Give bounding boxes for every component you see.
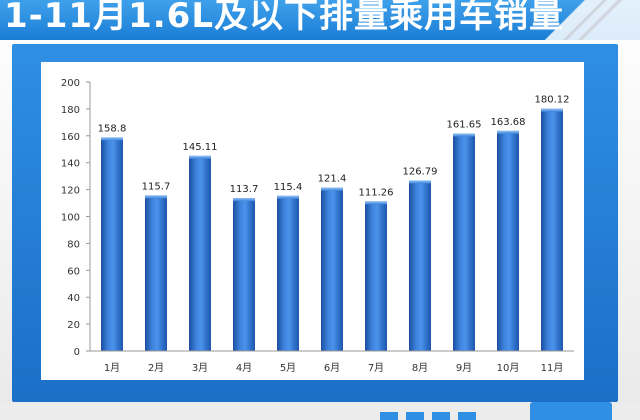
bar-value-label: 180.12 (535, 95, 570, 106)
y-tick-label: 40 (67, 293, 80, 304)
y-tick-label: 80 (67, 239, 80, 250)
bar-value-label: 145.11 (183, 142, 218, 153)
y-tick-label: 0 (74, 347, 80, 358)
y-tick-label: 200 (61, 78, 80, 89)
bar-value-label: 126.79 (403, 166, 438, 177)
x-tick-label: 6月 (324, 362, 340, 374)
bar (365, 201, 387, 351)
bar-value-label: 115.7 (142, 181, 171, 192)
bar (189, 155, 211, 351)
x-tick-label: 3月 (192, 362, 208, 374)
y-tick-label: 60 (67, 266, 80, 277)
x-tick-label: 5月 (280, 362, 296, 374)
x-tick-label: 9月 (456, 362, 472, 374)
bar-cap (321, 187, 343, 191)
bar-cap (365, 201, 387, 205)
bar-value-label: 158.8 (98, 123, 127, 134)
bar-value-label: 163.68 (491, 117, 526, 128)
y-tick-label: 140 (61, 159, 80, 170)
x-tick-label: 4月 (236, 362, 252, 374)
bar-value-label: 115.4 (274, 182, 303, 193)
header-banner: 1-11月1.6L及以下排量乘用车销量 (0, 0, 640, 40)
y-tick-label: 160 (61, 132, 80, 143)
bar-cap (145, 195, 167, 199)
bar (321, 187, 343, 351)
bar-cap (453, 133, 475, 137)
bar (145, 195, 167, 351)
footer-decoration (380, 412, 476, 420)
bar-cap (541, 108, 563, 112)
x-tick-label: 11月 (541, 362, 564, 374)
bar-value-label: 121.4 (318, 174, 347, 185)
bar-cap (101, 137, 123, 141)
bar (497, 130, 519, 351)
page-title: 1-11月1.6L及以下排量乘用车销量 (4, 0, 564, 36)
x-tick-label: 7月 (368, 362, 384, 374)
bar (233, 198, 255, 351)
y-tick-label: 20 (67, 320, 80, 331)
bar-value-label: 113.7 (230, 184, 259, 195)
bar-cap (277, 195, 299, 199)
bar (453, 133, 475, 351)
x-tick-label: 1月 (104, 362, 120, 374)
header-corner-lines (530, 0, 640, 40)
bar (277, 195, 299, 351)
y-tick-label: 180 (61, 105, 80, 116)
x-tick-label: 10月 (497, 362, 520, 374)
bar-cap (497, 130, 519, 134)
bar (541, 108, 563, 351)
bar-cap (233, 198, 255, 202)
x-tick-label: 8月 (412, 362, 428, 374)
y-tick-label: 120 (61, 186, 80, 197)
bar (409, 180, 431, 351)
bar-value-label: 111.26 (359, 187, 394, 198)
x-tick-label: 2月 (148, 362, 164, 374)
chart-panel (41, 62, 584, 380)
bar-cap (189, 155, 211, 159)
bar-cap (409, 180, 431, 184)
bar-value-label: 161.65 (447, 120, 482, 131)
watermark-logo (530, 402, 612, 420)
bar (101, 137, 123, 351)
footer-strip (0, 402, 640, 420)
y-tick-label: 100 (61, 213, 80, 224)
